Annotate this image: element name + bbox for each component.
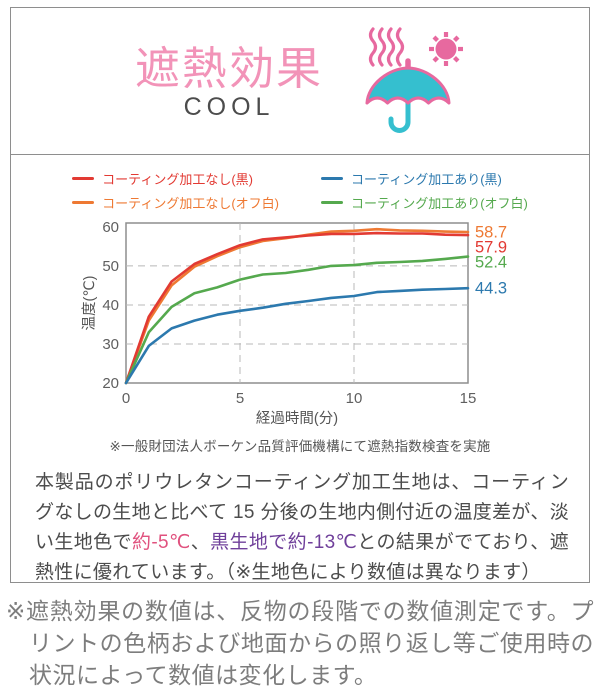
description: 本製品のポリウレタンコーティング加工生地は、コーティングなしの生地と比べて 15… <box>35 468 569 588</box>
svg-text:40: 40 <box>102 297 119 314</box>
svg-text:60: 60 <box>102 219 119 236</box>
description-text: 本製品のポリウレタンコーティング加工生地は、コーティングなしの生地と比べて 15… <box>35 472 569 554</box>
legend-item-coating-offwhite: コーティング加工あり(オフ白) <box>321 193 528 212</box>
description-text: との結果がでており、遮熱性に優れています。（※生地色により数値は異なります） <box>35 532 570 584</box>
svg-text:50: 50 <box>102 258 119 275</box>
svg-text:52.4: 52.4 <box>475 253 507 271</box>
legend-label: コーティング加工なし(オフ白) <box>102 196 279 211</box>
legend-item-no-coating-offwhite: コーティング加工なし(オフ白) <box>72 193 279 212</box>
line-chart: 20 30 40 50 60 0 5 10 15 経過時間(分) 温度(℃) 58.7 57.9 52.4… <box>80 214 520 435</box>
svg-text:57.9: 57.9 <box>475 238 507 256</box>
header: 遮熱効果 COOL <box>11 8 589 155</box>
chart-section: コーティング加工なし(黒) コーティング加工あり(黒) コーティング加工なし(オ… <box>11 155 589 455</box>
description-highlight-pink: 約-5℃ <box>131 532 191 554</box>
svg-text:44.3: 44.3 <box>475 280 507 298</box>
umbrella-sun-heat-icon <box>351 24 465 142</box>
description-highlight-purple: 黒生地で約-13℃ <box>210 532 358 554</box>
svg-text:58.7: 58.7 <box>475 223 507 241</box>
page-title: 遮熱効果 <box>134 42 323 94</box>
legend-line-swatch <box>321 176 343 181</box>
svg-text:温度(℃): 温度(℃) <box>81 276 98 331</box>
svg-text:20: 20 <box>102 375 119 392</box>
umbrella-icon <box>365 58 451 133</box>
chart-legend: コーティング加工なし(黒) コーティング加工あり(黒) コーティング加工なし(オ… <box>72 169 528 212</box>
footnote: ※遮熱効果の数値は、反物の段階での数値測定です。プリントの色柄および地面からの照… <box>6 595 594 692</box>
title-block: 遮熱効果 COOL <box>135 44 323 123</box>
svg-text:30: 30 <box>102 336 119 353</box>
svg-text:10: 10 <box>346 390 363 407</box>
heat-waves-icon <box>368 27 405 67</box>
chart-note: ※一般財団法人ボーケン品質評価機構にて遮熱指数検査を実施 <box>109 439 491 454</box>
svg-text:経過時間(分): 経過時間(分) <box>256 410 338 427</box>
footnote-marker: ※ <box>6 598 27 624</box>
page-subtitle: COOL <box>183 93 275 122</box>
svg-text:15: 15 <box>460 390 477 407</box>
footnote-text: 遮熱効果の数値は、反物の段階での数値測定です。プリントの色柄および地面からの照り… <box>26 598 594 689</box>
legend-label: コーティング加工あり(オフ白) <box>351 196 528 211</box>
legend-item-no-coating-black: コーティング加工なし(黒) <box>72 169 279 188</box>
legend-label: コーティング加工なし(黒) <box>102 172 253 187</box>
svg-text:5: 5 <box>236 390 244 407</box>
sun-icon <box>429 32 463 66</box>
legend-line-swatch <box>72 176 95 181</box>
description-text: 、 <box>190 532 211 554</box>
legend-label: コーティング加工あり(黒) <box>351 172 502 187</box>
legend-item-coating-black: コーティング加工あり(黒) <box>321 169 528 188</box>
legend-line-swatch <box>321 200 343 205</box>
legend-line-swatch <box>72 200 95 205</box>
svg-text:0: 0 <box>122 390 130 407</box>
main-panel: 遮熱効果 COOL <box>10 7 590 583</box>
